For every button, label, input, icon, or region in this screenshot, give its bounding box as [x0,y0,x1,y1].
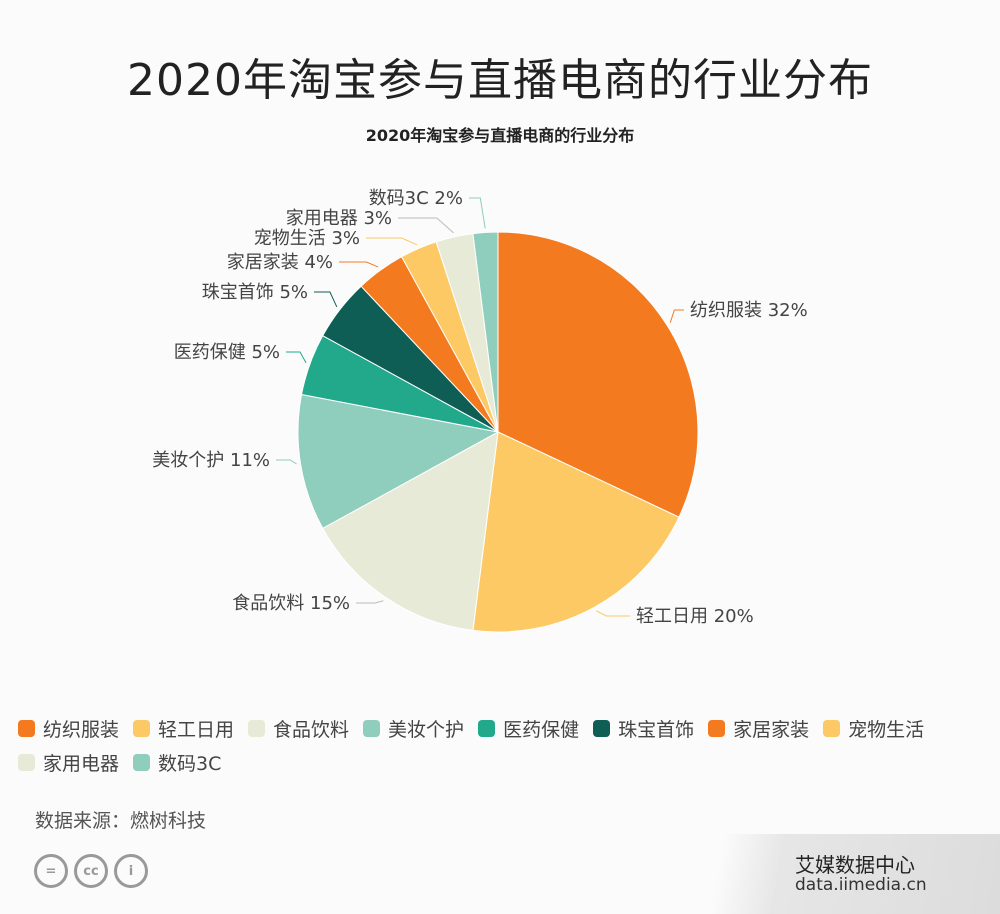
legend-label: 家居家装 [733,718,810,741]
chart-title: 2020年淘宝参与直播电商的行业分布 [365,126,635,145]
legend-label: 家用电器 [43,752,120,775]
legend-swatch [133,719,151,737]
legend-swatch [593,719,611,737]
page-title: 2020年淘宝参与直播电商的行业分布 [127,55,873,106]
leader-line [276,459,297,465]
legend-label: 轻工日用 [158,718,235,741]
data-label: 轻工日用 20% [636,606,754,627]
legend-swatch [478,719,496,737]
leader-line [366,237,418,246]
creative-commons-icon: cc [74,854,108,888]
legend-label: 食品饮料 [273,718,350,741]
legend-item: 纺织服装 [18,716,120,741]
legend-swatch [363,719,381,737]
legend-item: 医药保健 [478,716,580,741]
legend-label: 数码3C [158,752,222,775]
data-label: 宠物生活 3% [254,228,360,249]
legend: 纺织服装 轻工日用 食品饮料 美妆个护 医药保健 珠宝首饰 家居家装 宠物生活家用电器 数码3C [18,716,998,775]
legend-swatch [18,753,35,771]
legend-item: 珠宝首饰 [593,716,695,741]
legend-label: 纺织服装 [43,718,120,741]
legend-swatch [133,753,151,771]
leader-line [469,197,486,229]
leader-line [669,309,684,323]
legend-swatch [18,719,35,737]
legend-label: 医药保健 [503,718,580,741]
legend-item: 家用电器 [18,750,120,775]
data-label: 珠宝首饰 5% [202,282,308,303]
data-label: 食品饮料 15% [232,593,350,614]
pie-slice [472,431,680,633]
no-derivatives-icon: = [34,854,68,888]
data-label: 美妆个护 11% [152,450,270,471]
leader-line [314,291,338,308]
leader-line [339,261,379,268]
legend-item: 食品饮料 [248,716,350,741]
legend-label: 美妆个护 [388,718,465,741]
data-source: 数据来源：燃树科技 [35,810,207,832]
license-icons: = cc i [34,854,148,888]
watermark: 艾媒数据中心 data.iimedia.cn [795,855,927,895]
legend-item: 美妆个护 [363,716,465,741]
legend-item: 家居家装 [708,716,810,741]
watermark-brand: 艾媒数据中心 [795,853,915,877]
pie-slice [322,431,499,631]
pie-slice [297,393,500,530]
legend-label: 珠宝首饰 [618,718,695,741]
data-label: 医药保健 5% [174,342,280,363]
pie-slice [472,231,499,433]
legend-swatch [708,719,726,737]
leader-line [596,610,630,617]
legend-swatch [248,719,266,737]
pie-chart: 纺织服装 32% 轻工日用 20% 食品饮料 15% 美妆个护 11% 医药保健 5% 珠… [152,188,808,633]
leader-line [286,351,307,364]
watermark-background [600,834,1000,914]
data-label: 家用电器 3% [286,208,392,229]
attribution-icon: i [114,854,148,888]
legend-item: 宠物生活 [823,716,925,741]
legend-swatch [823,719,841,737]
data-label: 家居家装 4% [227,252,333,273]
data-label: 数码3C 2% [369,188,463,209]
legend-item: 轻工日用 [133,716,235,741]
pie-slice [497,231,699,518]
watermark-url: data.iimedia.cn [795,875,927,895]
data-label: 纺织服装 32% [690,300,808,321]
leader-line [398,217,454,234]
legend-item: 数码3C [133,750,222,775]
legend-label: 宠物生活 [848,718,925,741]
leader-line [356,600,384,604]
